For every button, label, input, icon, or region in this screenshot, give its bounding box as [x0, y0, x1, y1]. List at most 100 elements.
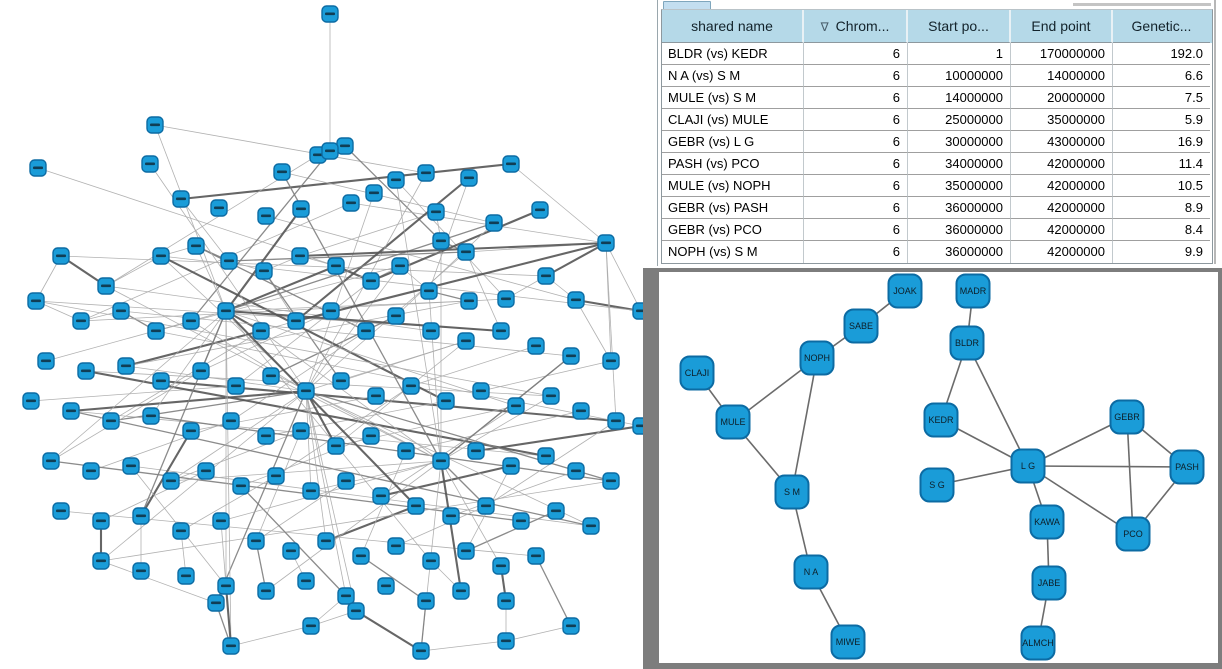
network-edge[interactable] [235, 280, 372, 387]
overview-node-GEBR[interactable]: GEBR [1109, 399, 1145, 435]
table-cell-chromosome[interactable]: 6 [804, 219, 908, 241]
network-edge[interactable] [305, 265, 401, 392]
network-node[interactable] [352, 547, 370, 565]
network-node[interactable] [210, 199, 228, 217]
network-node[interactable] [567, 462, 585, 480]
table-cell-genetic[interactable]: 6.6 [1113, 65, 1210, 87]
network-edge[interactable] [545, 242, 607, 277]
network-node[interactable] [365, 184, 383, 202]
network-edge[interactable] [220, 520, 227, 587]
network-node[interactable] [537, 267, 555, 285]
network-edge[interactable] [225, 310, 517, 407]
network-edge[interactable] [440, 460, 502, 567]
network-node[interactable] [92, 512, 110, 530]
table-cell-shared_name[interactable]: MULE (vs) NOPH [662, 175, 804, 197]
table-cell-end[interactable]: 170000000 [1011, 43, 1113, 65]
network-node[interactable] [347, 602, 365, 620]
overview-node-NOPH[interactable]: NOPH [799, 340, 835, 376]
network-node[interactable] [527, 547, 545, 565]
network-node[interactable] [427, 203, 445, 221]
network-edge[interactable] [380, 405, 517, 497]
table-row[interactable]: BLDR (vs) KEDR 6 1 170000000 192.0 [662, 43, 1212, 65]
network-edge[interactable] [60, 255, 547, 277]
network-node[interactable] [562, 617, 580, 635]
network-edge[interactable] [30, 385, 237, 402]
table-cell-start[interactable]: 36000000 [908, 197, 1011, 219]
network-node[interactable] [321, 142, 339, 160]
network-node[interactable] [367, 387, 385, 405]
network-edge[interactable] [180, 162, 512, 201]
network-edge[interactable] [605, 242, 642, 312]
network-node[interactable] [597, 234, 615, 252]
table-cell-chromosome[interactable]: 6 [804, 131, 908, 153]
network-node[interactable] [362, 272, 380, 290]
network-node[interactable] [460, 169, 478, 187]
network-node[interactable] [321, 5, 339, 23]
network-node[interactable] [262, 367, 280, 385]
table-cell-shared_name[interactable]: N A (vs) S M [662, 65, 804, 87]
network-node[interactable] [147, 322, 165, 340]
table-cell-genetic[interactable]: 192.0 [1113, 43, 1210, 65]
network-edge[interactable] [428, 290, 442, 462]
table-row[interactable]: MULE (vs) S M 6 14000000 20000000 7.5 [662, 87, 1212, 109]
network-edge[interactable] [80, 202, 352, 322]
network-node[interactable] [492, 557, 510, 575]
network-node[interactable] [502, 155, 520, 173]
network-edge[interactable] [305, 390, 337, 447]
network-node[interactable] [512, 512, 530, 530]
network-node[interactable] [220, 252, 238, 270]
network-node[interactable] [437, 392, 455, 410]
table-cell-genetic[interactable]: 10.5 [1113, 175, 1210, 197]
network-node[interactable] [232, 477, 250, 495]
network-edge[interactable] [190, 150, 331, 322]
table-cell-end[interactable]: 42000000 [1011, 241, 1113, 263]
network-node[interactable] [391, 257, 409, 275]
table-cell-chromosome[interactable]: 6 [804, 197, 908, 219]
network-edge[interactable] [125, 365, 307, 392]
network-node[interactable] [332, 372, 350, 390]
network-edge[interactable] [154, 124, 427, 174]
network-edge[interactable] [439, 460, 463, 592]
network-node[interactable] [632, 417, 645, 435]
table-cell-chromosome[interactable]: 6 [804, 43, 908, 65]
table-row[interactable]: GEBR (vs) PASH 6 36000000 42000000 8.9 [662, 197, 1212, 219]
network-node[interactable] [607, 412, 625, 430]
network-edge[interactable] [305, 390, 327, 542]
network-node[interactable] [457, 332, 475, 350]
network-edge[interactable] [360, 555, 427, 602]
network-node[interactable] [567, 291, 585, 309]
network-node[interactable] [497, 592, 515, 610]
network-node[interactable] [362, 427, 380, 445]
network-edge[interactable] [100, 480, 612, 562]
network-node[interactable] [255, 262, 273, 280]
network-node[interactable] [267, 467, 285, 485]
network-node[interactable] [432, 452, 450, 470]
network-edge[interactable] [125, 329, 262, 368]
network-edge[interactable] [224, 585, 233, 647]
network-edge[interactable] [295, 241, 607, 323]
column-header-end-point[interactable]: End point [1011, 10, 1113, 43]
network-node[interactable] [29, 159, 47, 177]
overview-node-SABE[interactable]: SABE [843, 308, 879, 344]
network-edge[interactable] [45, 320, 192, 362]
network-node[interactable] [337, 472, 355, 490]
table-cell-start[interactable]: 25000000 [908, 109, 1011, 131]
network-node[interactable] [327, 257, 345, 275]
network-edge[interactable] [240, 435, 372, 487]
network-node[interactable] [72, 312, 90, 330]
network-edge[interactable] [535, 555, 572, 627]
network-node[interactable] [297, 382, 315, 400]
table-cell-start[interactable]: 36000000 [908, 219, 1011, 241]
network-edge[interactable] [255, 430, 302, 542]
network-node[interactable] [372, 487, 390, 505]
table-cell-end[interactable]: 14000000 [1011, 65, 1113, 87]
network-node[interactable] [217, 302, 235, 320]
network-node[interactable] [420, 282, 438, 300]
network-node[interactable] [342, 194, 360, 212]
network-edge[interactable] [50, 310, 227, 462]
table-cell-shared_name[interactable]: CLAJI (vs) MULE [662, 109, 804, 131]
table-cell-end[interactable]: 20000000 [1011, 87, 1113, 109]
network-edge[interactable] [225, 309, 502, 333]
table-cell-chromosome[interactable]: 6 [804, 175, 908, 197]
network-node[interactable] [422, 552, 440, 570]
